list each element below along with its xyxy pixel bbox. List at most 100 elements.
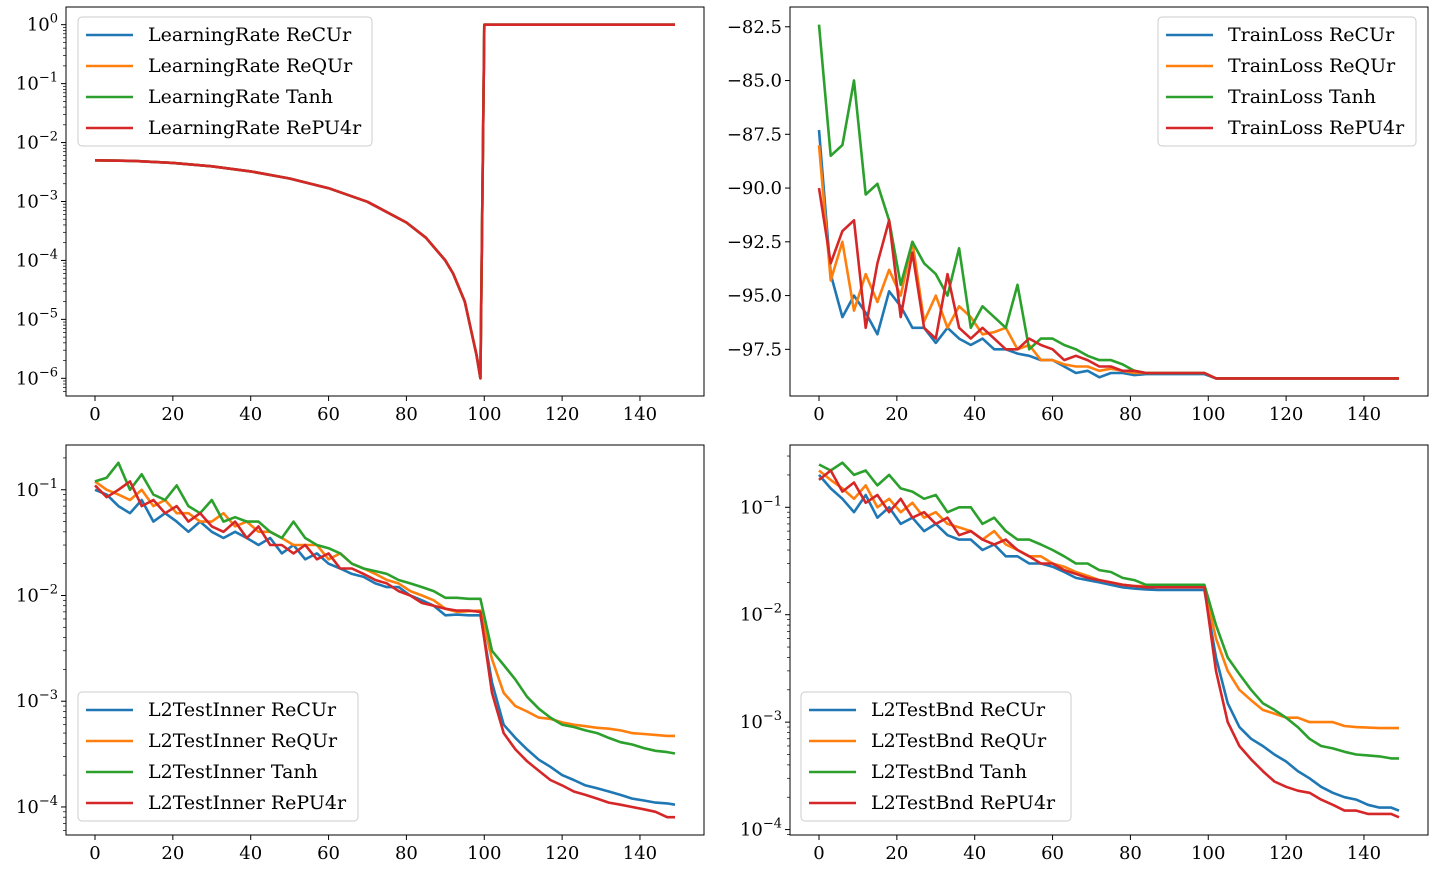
x-tick-label: 60 [1041,843,1064,864]
y-tick-label: 10−1 [16,477,58,501]
x-tick-label: 120 [545,404,579,425]
y-tick-label: 10−4 [16,247,58,271]
legend-label: TrainLoss ReQUr [1228,55,1396,77]
subplot-0: 0 20 40 60 80 100 120 14010010−110−210−310−410−… [16,6,705,425]
x-tick-label: 80 [395,843,418,864]
x-tick-label: 20 [885,404,908,425]
series-line-tanh [94,461,676,755]
x-tick-label: 0 [813,404,824,425]
y-tick-base: 10 [16,133,39,154]
y-tick-label: 10−4 [16,794,58,818]
x-tick-label: 140 [1347,843,1381,864]
y-tick-exponent: −4 [763,817,782,832]
y-tick-label: −97.5 [727,339,782,360]
legend: TrainLoss ReCUr TrainLoss ReQUr TrainLoss … [1157,16,1417,147]
x-tick-label: 20 [885,843,908,864]
legend-label: L2TestBnd Tanh [871,761,1027,783]
x-tick-label: 60 [317,843,340,864]
x-tick-label: 20 [161,404,184,425]
y-tick-exponent: −1 [39,71,58,86]
y-tick-label: 10−2 [740,602,782,626]
y-tick-label: 10−1 [16,71,58,95]
y-tick-exponent: −3 [39,188,58,203]
series-line-repu4r [94,480,675,819]
y-tick-base: 10 [740,712,763,733]
y-tick-base: 10 [740,605,763,626]
series-line-repu4r [94,23,675,380]
y-tick-exponent: −2 [763,602,782,617]
axes-frame [789,6,1429,397]
x-tick-label: 140 [623,404,657,425]
legend-label: TrainLoss ReCUr [1228,24,1395,46]
legend-label: L2TestBnd ReQUr [871,730,1047,752]
subplot-1: 0 20 40 60 80 100 120 140 −82.5 −85.0 −87.5 −90.0 −9… [727,6,1429,425]
series-line-repu4r [818,469,1400,819]
x-tick-label: 0 [813,843,824,864]
y-tick-label: −87.5 [727,124,782,145]
legend-label: L2TestInner ReCUr [148,699,337,721]
subplot-2: 0 20 40 60 80 100 120 14010−110−210−310−4L2Test… [16,444,705,864]
legend-box [77,691,359,822]
y-tick-label: −82.5 [727,17,782,38]
x-tick-label: 100 [1191,404,1225,425]
x-tick-label: 120 [1269,404,1303,425]
y-tick-exponent: 0 [50,12,58,27]
y-tick-exponent: −2 [39,130,58,145]
y-tick-label: 10−1 [740,494,782,518]
y-tick-label: 10−2 [16,130,58,154]
legend-label: L2TestBnd RePU4r [871,792,1056,814]
y-tick-base: 10 [16,480,39,501]
subplot-3: 0 20 40 60 80 100 120 14010−110−210−310−4L2Test… [740,444,1429,864]
series-line-recur [818,474,1400,812]
y-tick-label: 10−3 [16,188,58,212]
x-tick-label: 0 [89,843,100,864]
axes-frame [789,444,1429,836]
y-tick-exponent: −5 [39,306,58,321]
y-tick-exponent: −4 [39,247,58,262]
y-tick-base: 10 [16,585,39,606]
y-tick-base: 10 [740,497,763,518]
legend-label: LearningRate Tanh [148,86,333,108]
y-tick-label: 10−2 [16,582,58,606]
x-tick-label: 60 [317,404,340,425]
y-tick-label: 10−3 [740,709,782,733]
series-line-recur [817,129,1399,380]
y-tick-label: −92.5 [727,232,782,253]
legend-label: TrainLoss RePU4r [1228,117,1405,139]
x-tick-label: 20 [161,843,184,864]
x-tick-label: 100 [1191,843,1225,864]
y-tick-label: −85.0 [727,71,782,92]
x-tick-label: 120 [1269,843,1303,864]
x-tick-label: 40 [963,843,986,864]
y-tick-base: 10 [16,309,39,330]
series-line-tanh [818,461,1399,760]
x-tick-label: 140 [1347,404,1381,425]
y-tick-base: 10 [16,797,39,818]
y-tick-label: 100 [27,12,58,36]
legend-box [77,16,373,147]
x-tick-label: 100 [467,404,501,425]
legend-label: LearningRate ReQUr [148,55,353,77]
y-tick-label: 10−6 [16,365,58,389]
y-tick-exponent: −3 [763,709,782,724]
x-tick-label: 80 [1119,843,1142,864]
y-tick-exponent: −2 [39,582,58,597]
series-line-repu4r [817,187,1399,380]
y-tick-exponent: −4 [39,794,58,809]
x-tick-label: 60 [1041,404,1064,425]
legend: L2TestInner ReCUr L2TestInner ReQUr L2Test… [77,691,359,822]
y-tick-base: 10 [27,15,50,36]
y-tick-exponent: −6 [39,365,58,380]
legend-label: L2TestInner Tanh [148,761,318,783]
legend-box [1157,16,1417,147]
x-tick-label: 100 [467,843,501,864]
legend: LearningRate ReCUr LearningRate ReQUr Lear… [77,16,373,147]
y-tick-base: 10 [16,250,39,271]
legend: L2TestBnd ReCUr L2TestBnd ReQUr L2TestBnd … [800,691,1072,822]
x-tick-label: 40 [963,404,986,425]
legend-label: L2TestBnd ReCUr [871,699,1046,721]
x-tick-label: 120 [545,843,579,864]
legend-label: LearningRate RePU4r [148,117,362,139]
y-tick-base: 10 [16,691,39,712]
